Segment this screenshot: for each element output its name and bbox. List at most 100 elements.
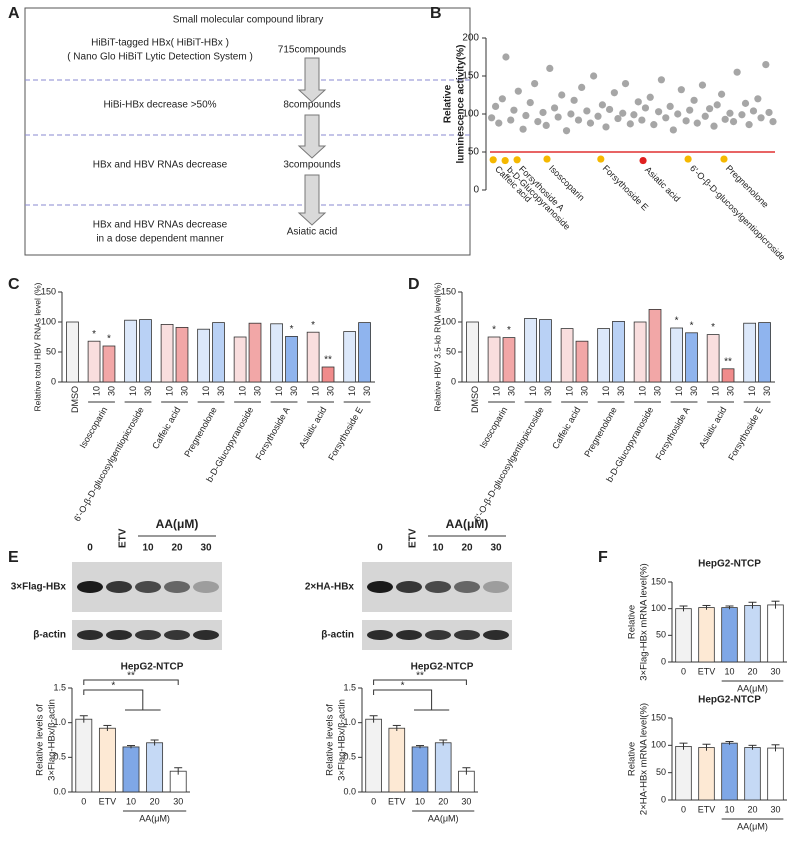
scatter-point <box>570 96 578 104</box>
significance: * <box>107 334 111 345</box>
y-axis-label: Relative <box>627 742 638 776</box>
panel-label: D <box>408 276 420 293</box>
bar <box>175 326 189 383</box>
bar <box>66 321 79 383</box>
scatter-point <box>542 121 550 129</box>
blot-band <box>425 581 451 593</box>
bar <box>122 746 140 793</box>
blot-band <box>483 630 509 640</box>
y-tick-label: 1.0 <box>53 717 66 727</box>
y-tick-label: 0 <box>51 376 56 386</box>
x-tick-label: 30 <box>770 804 780 814</box>
scatter-point <box>507 116 515 124</box>
row-label: β-actin <box>321 630 354 641</box>
scatter-point <box>693 119 701 127</box>
scatter-point <box>721 115 729 123</box>
y-tick-label: 200 <box>462 33 479 44</box>
scatter-point <box>641 104 650 112</box>
x-tick-label: 10 <box>347 386 357 396</box>
y-axis-label: Relative total HBV RNAs level (%) <box>32 282 42 411</box>
scatter-point <box>621 80 630 88</box>
x-tick-label: 0 <box>681 804 686 814</box>
bar <box>758 322 771 383</box>
scatter-point <box>657 76 665 84</box>
chart-title: HepG2-NTCP <box>698 695 761 706</box>
scatter-point <box>686 106 694 114</box>
y-tick-label: 150 <box>651 712 666 722</box>
y-tick-label: 100 <box>462 109 479 120</box>
scatter-point <box>491 102 500 110</box>
scatter-point <box>526 99 534 107</box>
cell-line: HepG2-NTCP <box>411 662 474 673</box>
blot-band <box>193 630 219 640</box>
y-axis-label: Relative levels of <box>325 704 336 776</box>
scatter-point <box>634 98 642 106</box>
x-tick-label: 10 <box>237 386 247 396</box>
x-tick-label: 30 <box>543 386 553 396</box>
bar <box>248 322 262 383</box>
significance: * <box>492 325 496 336</box>
bar <box>124 319 137 383</box>
scatter-point <box>674 110 682 118</box>
highlight-point <box>543 155 551 163</box>
scatter-point <box>605 105 614 114</box>
bar <box>365 718 382 793</box>
scatter-point <box>655 108 663 116</box>
y-tick-label: 50 <box>468 147 480 158</box>
blot-band <box>454 630 480 640</box>
scatter-point <box>769 118 777 126</box>
scatter-point <box>614 114 622 123</box>
y-tick-label: 150 <box>462 71 479 82</box>
scatter-point <box>522 111 530 120</box>
x-tick-label: 30 <box>325 386 335 396</box>
lane-label: 20 <box>461 543 473 554</box>
scatter-point <box>698 81 707 89</box>
group-label: Caffeic acid <box>550 405 582 451</box>
bar <box>98 727 116 793</box>
scatter-point <box>733 68 741 76</box>
group-label: AA(μM) <box>737 821 768 831</box>
significance: * <box>290 324 294 335</box>
bar <box>744 605 761 663</box>
y-tick-label: 100 <box>651 740 666 750</box>
scatter-point <box>546 64 554 72</box>
x-tick-label: 10 <box>91 386 101 396</box>
scatter-point <box>586 119 595 127</box>
bar <box>675 608 692 663</box>
scatter-point <box>539 108 547 117</box>
x-tick-label: 30 <box>616 386 626 396</box>
lane-label: 30 <box>490 543 502 554</box>
bar <box>698 747 715 801</box>
bar <box>539 319 552 383</box>
panel-label: B <box>430 5 442 22</box>
y-tick-label: 50 <box>656 767 666 777</box>
scatter-point <box>610 89 618 97</box>
scatter-point <box>738 111 746 119</box>
x-tick-label: 10 <box>601 386 611 396</box>
scatter-point <box>765 108 773 117</box>
y-axis-label: Relative levels of <box>35 704 46 776</box>
significance: * <box>507 325 511 336</box>
scatter-point <box>519 125 527 133</box>
x-tick-label: 30 <box>143 386 153 396</box>
x-tick-label: ETV <box>388 796 406 806</box>
scatter-point <box>701 112 709 120</box>
scatter-point <box>626 120 634 128</box>
group-label: Asiatic acid <box>297 405 328 449</box>
x-tick-label: 10 <box>711 386 721 396</box>
bar <box>575 340 589 383</box>
scatter-point <box>550 104 559 112</box>
x-tick-label: ETV <box>698 804 716 814</box>
scatter-point <box>514 87 522 95</box>
x-tick-label: DMSO <box>70 386 80 413</box>
x-tick-label: 30 <box>506 386 516 396</box>
group-label: Caffeic acid <box>150 405 182 451</box>
flow-count: 715compounds <box>278 45 346 56</box>
x-tick-label: 20 <box>150 796 160 806</box>
y-axis-label: 3×Flag-HBx mRNA level(%) <box>639 563 650 680</box>
group-label: Asiatic acid <box>697 405 728 449</box>
lane-label: 20 <box>171 543 183 554</box>
x-tick-label: 10 <box>724 804 734 814</box>
y-tick-label: 150 <box>441 286 456 296</box>
bar <box>721 742 738 801</box>
